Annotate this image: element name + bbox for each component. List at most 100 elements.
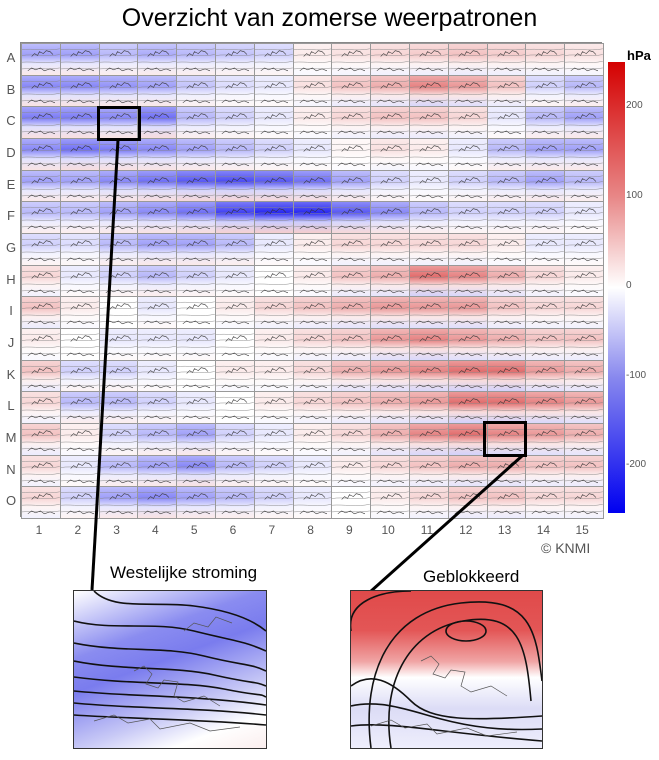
column-label: 15 [575, 523, 589, 537]
pattern-cell-E8 [292, 169, 333, 203]
copyright: © KNMI [541, 540, 591, 556]
pattern-cell-D15 [564, 138, 604, 171]
pattern-cell-O1 [21, 486, 61, 519]
column-label: 11 [420, 523, 434, 537]
inset-label-westerly: Westelijke stroming [110, 563, 258, 582]
pattern-cell-H4 [137, 264, 178, 298]
pattern-cell-N1 [21, 454, 61, 488]
pattern-cell-A13 [486, 43, 527, 76]
row-label: J [7, 334, 15, 350]
row-label: A [6, 49, 16, 65]
pattern-cell-I9 [331, 296, 372, 329]
pattern-cell-C8 [292, 106, 333, 139]
pattern-cell-J7 [253, 328, 294, 361]
pattern-cell-I11 [409, 296, 449, 329]
row-label: H [6, 271, 16, 287]
pattern-cell-E7 [253, 169, 294, 203]
pattern-cell-A11 [409, 43, 449, 76]
pattern-cell-H7 [253, 264, 294, 298]
pattern-cell-C11 [409, 106, 449, 139]
pattern-cell-N5 [176, 454, 216, 488]
pattern-cell-N7 [253, 454, 294, 488]
row-label: K [6, 366, 16, 382]
pattern-cell-N14 [525, 454, 566, 488]
pattern-cell-I8 [292, 296, 333, 329]
column-label: 6 [229, 523, 237, 537]
row-label: L [7, 398, 15, 414]
pattern-cell-E3 [98, 169, 139, 203]
pattern-cell-K5 [176, 359, 216, 393]
pattern-cell-F3 [98, 201, 139, 234]
pattern-cell-B3 [98, 74, 139, 108]
inset-blocked [350, 590, 543, 749]
pattern-cell-I7 [253, 296, 294, 329]
pattern-cell-M14 [525, 423, 566, 456]
pattern-cell-A8 [292, 43, 333, 76]
pattern-cell-O13 [486, 486, 527, 519]
pattern-cell-K7 [253, 359, 294, 393]
row-label: N [6, 461, 16, 477]
pattern-cell-B11 [409, 74, 449, 108]
pattern-cell-D14 [525, 138, 566, 171]
pattern-cell-D5 [176, 138, 216, 171]
highlight-box-westerly [97, 106, 141, 141]
colorbar-tick: -100 [626, 370, 647, 381]
contour-lines [74, 591, 266, 732]
column-label: 7 [268, 523, 276, 537]
row-label: I [9, 303, 13, 319]
pattern-cell-M5 [176, 423, 216, 456]
pattern-cell-L3 [98, 391, 139, 424]
connector-line-westerly [90, 139, 120, 591]
pattern-cell-I6 [215, 296, 255, 329]
colorbar-tick: 100 [626, 190, 643, 201]
pattern-cell-K4 [137, 359, 178, 393]
pattern-cell-D8 [292, 138, 333, 171]
pattern-cell-O6 [215, 486, 255, 519]
pattern-cell-B8 [292, 74, 333, 108]
pattern-cell-G10 [370, 233, 410, 266]
pattern-cell-D1 [21, 138, 61, 171]
column-label: 13 [497, 523, 512, 537]
connector-line-blocked [368, 454, 524, 594]
pattern-cell-C7 [253, 106, 294, 139]
pattern-cell-O11 [409, 486, 449, 519]
colorbar-unit: hPa [627, 48, 651, 63]
pattern-cell-N2 [59, 454, 100, 488]
pattern-cell-N4 [137, 454, 178, 488]
pattern-cell-C10 [370, 106, 410, 139]
column-label: 10 [381, 523, 395, 537]
row-label: E [6, 176, 16, 192]
colorbar [608, 62, 625, 513]
pattern-cell-B13 [486, 74, 527, 108]
pattern-cell-O14 [525, 486, 566, 519]
pattern-cell-G14 [525, 233, 566, 266]
pattern-cell-C2 [59, 106, 100, 139]
pattern-cell-K14 [525, 359, 566, 393]
row-label: B [6, 81, 16, 97]
colorbar-tick: 0 [626, 280, 632, 291]
pattern-cell-K10 [370, 359, 410, 393]
pattern-cell-K15 [564, 359, 604, 393]
pattern-cell-E1 [21, 169, 61, 203]
pattern-cell-L5 [176, 391, 216, 424]
pattern-cell-G3 [98, 233, 139, 266]
pattern-cell-D4 [137, 138, 178, 171]
pattern-cell-J4 [137, 328, 178, 361]
column-label: 5 [190, 523, 198, 537]
pattern-cell-L8 [292, 391, 333, 424]
pattern-cell-B4 [137, 74, 178, 108]
pattern-cell-F5 [176, 201, 216, 234]
pattern-cell-M1 [21, 423, 61, 456]
pattern-cell-J15 [564, 328, 604, 361]
pattern-cell-M6 [215, 423, 255, 456]
pattern-cell-H2 [59, 264, 100, 298]
pattern-cell-F7 [253, 201, 294, 234]
pattern-cell-G8 [292, 233, 333, 266]
row-label: C [6, 113, 16, 129]
column-label: 14 [536, 523, 551, 537]
pattern-cell-I15 [564, 296, 604, 329]
pattern-cell-N6 [215, 454, 255, 488]
pattern-cell-H3 [98, 264, 139, 298]
pattern-cell-O9 [331, 486, 372, 519]
inset-label-blocked: Geblokkeerd [423, 567, 520, 586]
